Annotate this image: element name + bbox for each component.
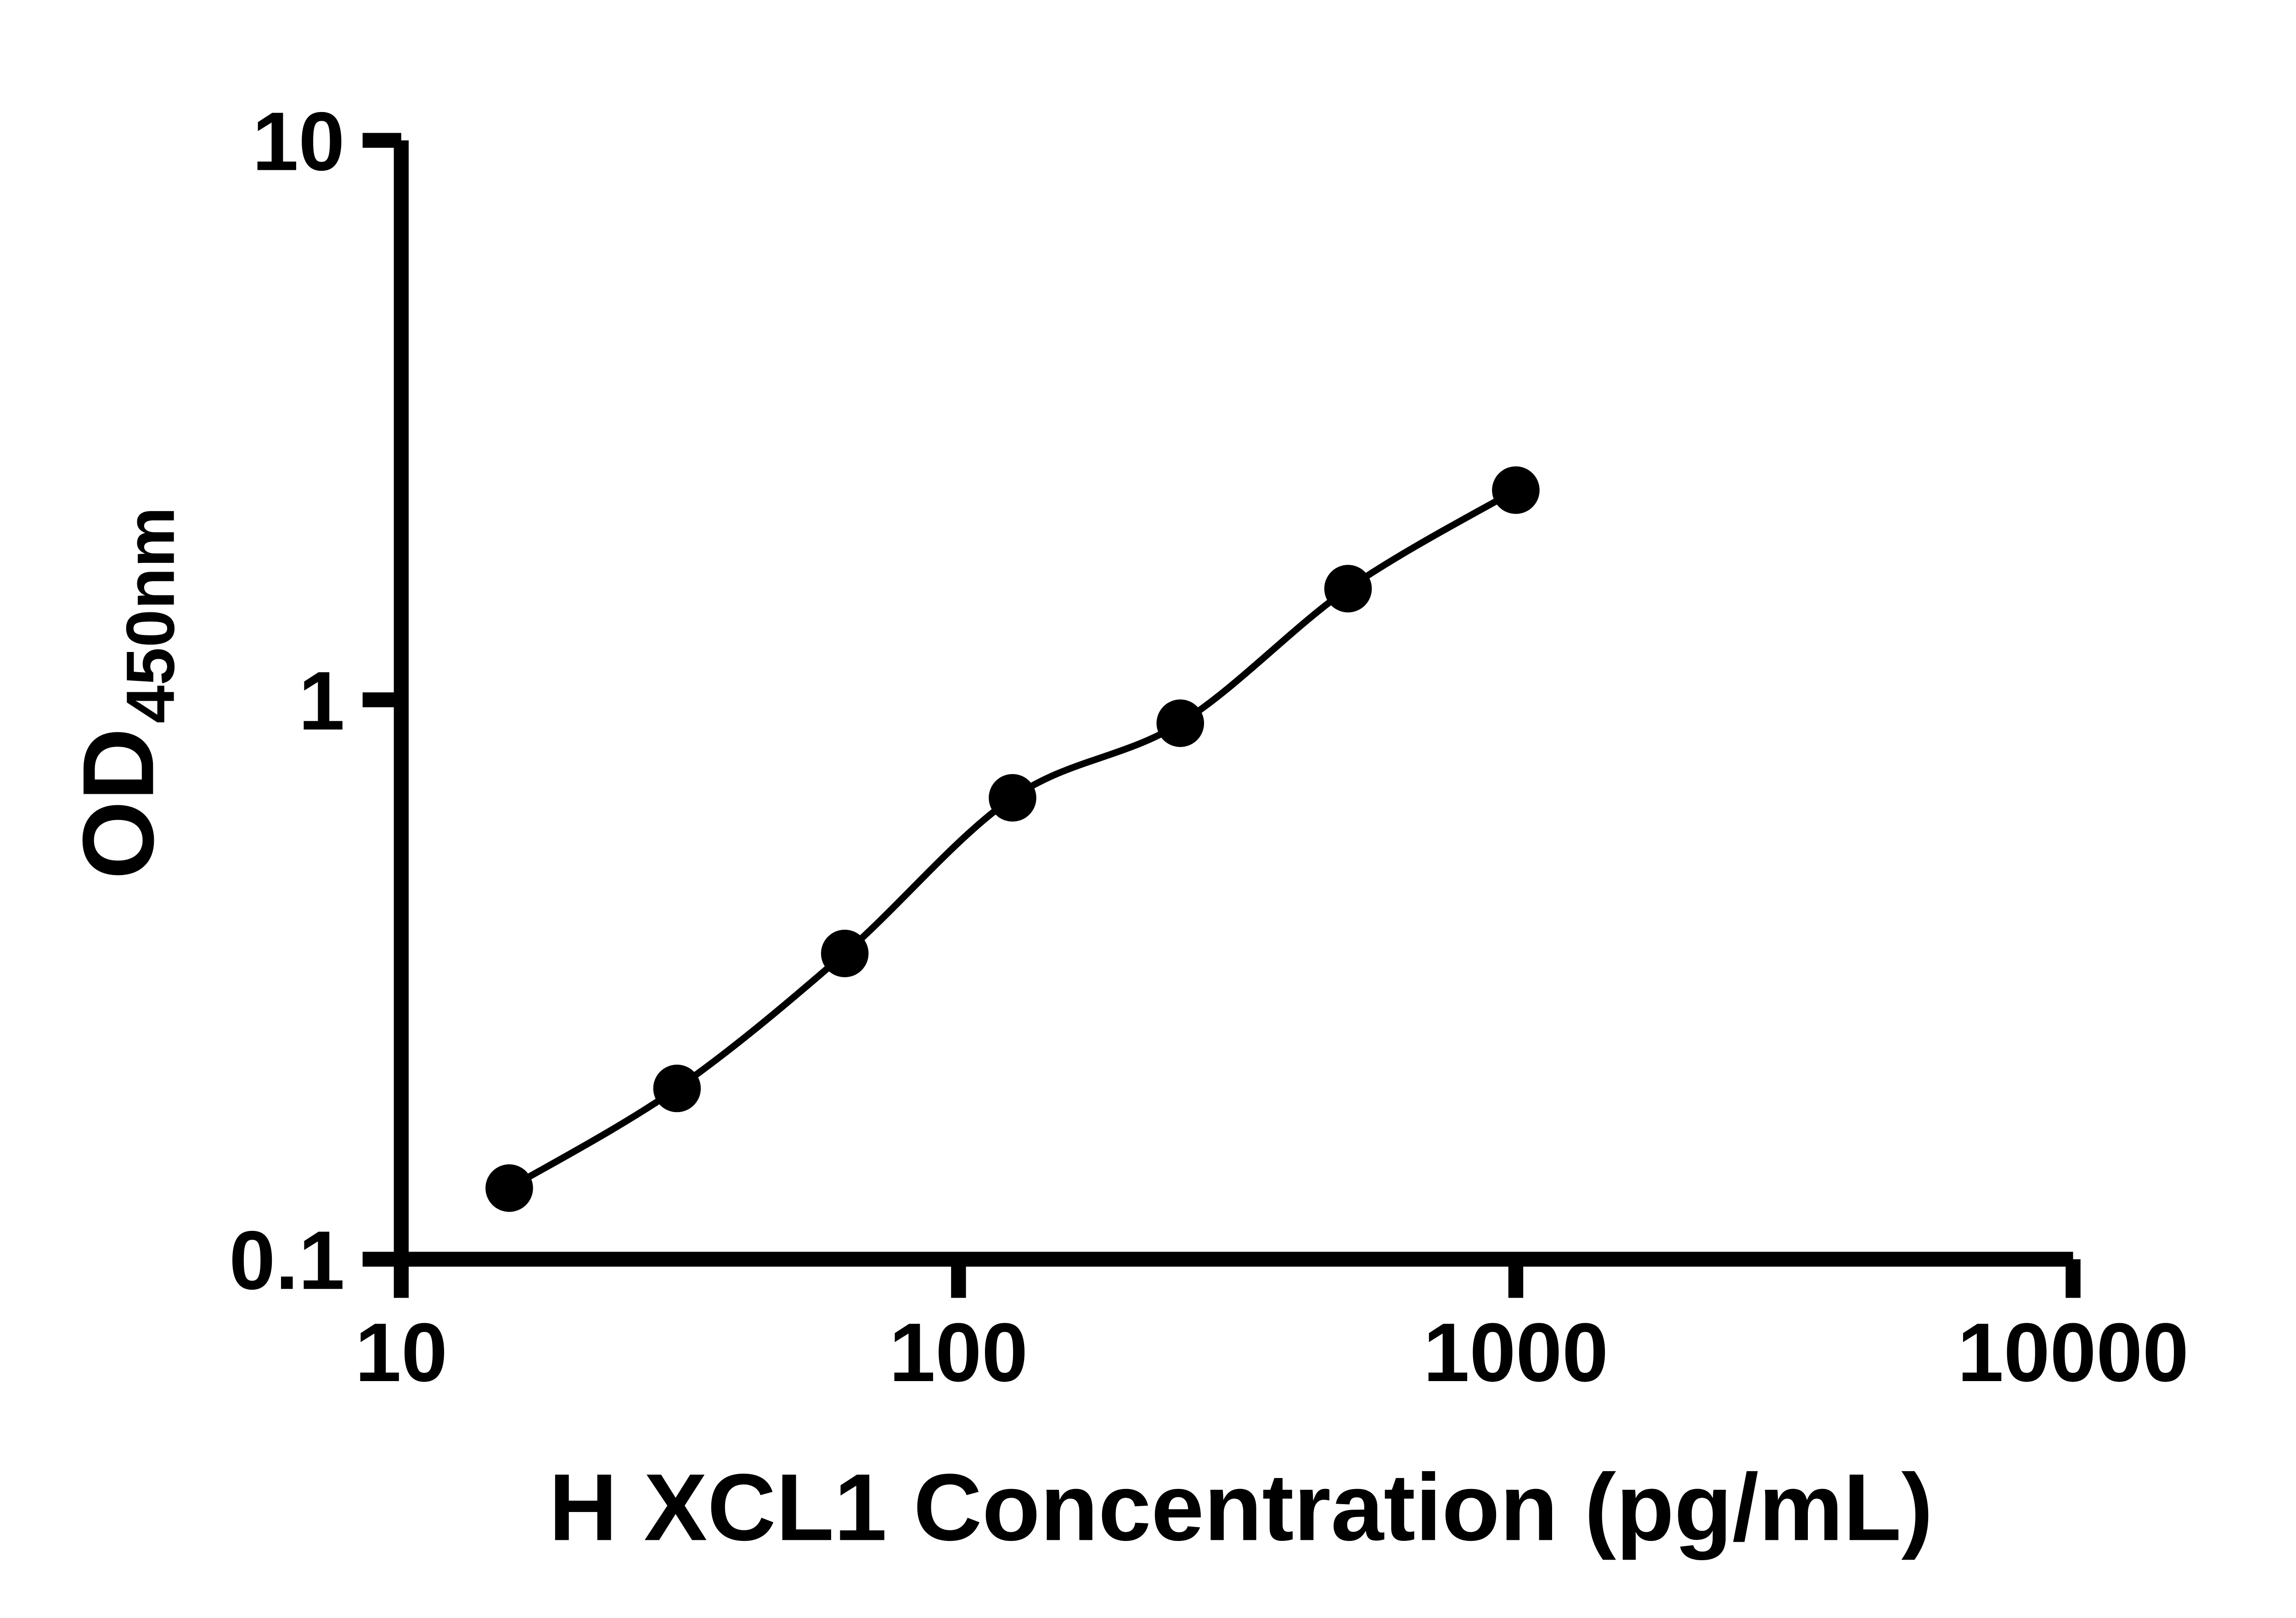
- y-axis-title-subscript: 450nm: [112, 507, 189, 724]
- x-tick-label: 100: [889, 1306, 1028, 1399]
- y-axis-title: OD450nm: [62, 507, 188, 879]
- x-tick-label: 10000: [1958, 1306, 2189, 1399]
- axes-spines: [394, 140, 2073, 1267]
- data-point: [1324, 565, 1372, 612]
- data-point: [989, 774, 1036, 822]
- data-point: [821, 929, 869, 978]
- data-point: [1492, 466, 1540, 514]
- x-tick-label: 1000: [1423, 1306, 1608, 1399]
- data-point: [485, 1164, 533, 1212]
- y-tick-label: 10: [252, 95, 345, 188]
- y-tick-label: 1: [298, 655, 345, 747]
- y-axis-title-main: OD: [62, 728, 174, 879]
- y-tick-label: 0.1: [229, 1214, 345, 1307]
- x-tick-label: 10: [355, 1306, 448, 1399]
- x-axis-title: H XCL1 Concentration (pg/mL): [549, 1454, 1933, 1560]
- plot-area: 10 100 1000 10000 0.1 1 10: [229, 95, 2189, 1399]
- data-point: [1156, 699, 1204, 747]
- data-point: [653, 1064, 701, 1112]
